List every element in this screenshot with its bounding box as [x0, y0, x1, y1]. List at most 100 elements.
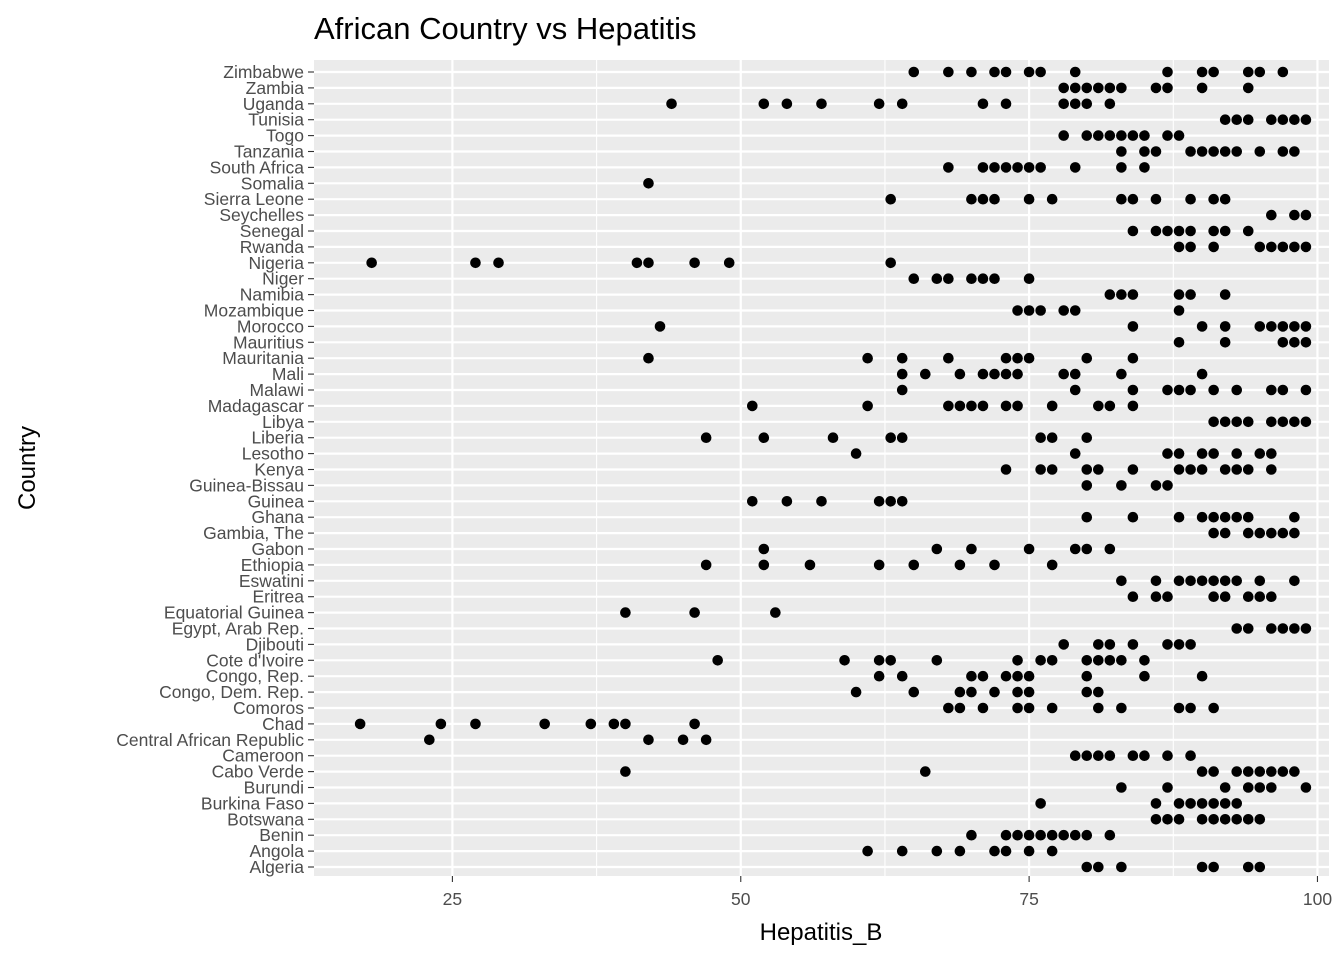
data-point [1116, 575, 1127, 587]
data-point [1012, 162, 1023, 173]
data-point [1196, 66, 1208, 78]
data-point [1219, 337, 1231, 348]
data-point [1093, 639, 1104, 650]
data-point [1266, 448, 1277, 459]
data-point [1208, 146, 1219, 157]
data-point [1069, 750, 1081, 761]
data-point [885, 496, 897, 507]
data-point [1219, 798, 1231, 809]
y-tick-label: Tunisia [248, 110, 304, 130]
data-point [1104, 98, 1116, 110]
data-point [1069, 98, 1081, 110]
data-point [816, 496, 827, 507]
data-point [1127, 384, 1139, 396]
data-point [1000, 845, 1012, 857]
data-point [1231, 448, 1243, 459]
data-point [631, 257, 643, 269]
data-point [966, 686, 977, 698]
data-point [977, 702, 989, 714]
y-tick-label: Tanzania [234, 142, 304, 162]
data-point [689, 607, 700, 618]
data-point [1208, 591, 1219, 602]
y-tick-label: Gambia, The [203, 523, 304, 543]
data-point [1289, 146, 1300, 157]
y-tick-label: Congo, Dem. Rep. [159, 682, 304, 702]
data-point [1000, 368, 1012, 380]
data-point [1104, 655, 1116, 666]
data-point [1266, 782, 1277, 793]
data-point [1139, 146, 1150, 157]
data-point [1289, 766, 1300, 777]
data-point [1242, 114, 1254, 125]
data-point [1162, 225, 1173, 237]
data-point [1289, 623, 1300, 634]
data-point [954, 686, 966, 698]
data-point [1069, 66, 1081, 78]
data-point [816, 98, 827, 110]
data-point [1046, 702, 1058, 714]
data-point [585, 718, 597, 730]
data-point [1208, 66, 1219, 78]
data-point [1058, 829, 1070, 841]
data-point [1150, 480, 1162, 491]
data-point [1012, 305, 1023, 316]
data-point [1035, 432, 1046, 444]
data-point [1196, 575, 1208, 587]
data-point [966, 829, 977, 841]
data-point [1185, 193, 1196, 205]
data-point [1289, 114, 1300, 125]
data-point [908, 559, 920, 571]
data-point [1127, 289, 1139, 300]
data-point [954, 400, 966, 412]
data-point [758, 98, 770, 110]
data-point [620, 718, 631, 730]
y-tick-label: Libya [262, 412, 304, 432]
data-point [1081, 352, 1093, 364]
data-point [1116, 289, 1127, 300]
data-point [908, 686, 920, 698]
data-point [1266, 766, 1277, 777]
data-point [1266, 623, 1277, 634]
data-point [746, 496, 758, 507]
data-point [1173, 639, 1185, 650]
data-point [1000, 352, 1012, 364]
data-point [1254, 861, 1266, 873]
data-point [1012, 368, 1023, 380]
y-tick-label: Gabon [251, 539, 304, 559]
data-point [1127, 130, 1139, 141]
data-point [908, 66, 920, 78]
data-point [954, 368, 966, 380]
data-point [1208, 575, 1219, 587]
data-point [977, 98, 989, 110]
data-point [850, 686, 862, 698]
data-point [1266, 114, 1277, 125]
data-point [1219, 575, 1231, 587]
y-tick-label: Uganda [243, 94, 305, 114]
y-tick-label: Liberia [251, 428, 304, 448]
data-point [1231, 814, 1243, 825]
data-point [943, 273, 954, 285]
data-point [1266, 591, 1277, 602]
data-point [943, 162, 954, 173]
data-point [896, 845, 908, 857]
data-point [1023, 670, 1035, 682]
data-point [1127, 639, 1139, 650]
data-point [1162, 750, 1173, 761]
data-point [1000, 98, 1012, 110]
data-point [1300, 209, 1312, 221]
data-point [1185, 639, 1196, 650]
data-point [896, 670, 908, 682]
data-point [1196, 814, 1208, 825]
data-point [873, 655, 885, 666]
data-point [1219, 814, 1231, 825]
data-point [620, 607, 631, 618]
data-point [989, 273, 1000, 285]
data-point [885, 257, 897, 269]
data-point [1196, 670, 1208, 682]
data-point [1023, 305, 1035, 316]
data-point [1300, 241, 1312, 253]
y-tick-label: Sierra Leone [204, 189, 304, 209]
data-point [1242, 416, 1254, 428]
data-point [1231, 384, 1243, 396]
